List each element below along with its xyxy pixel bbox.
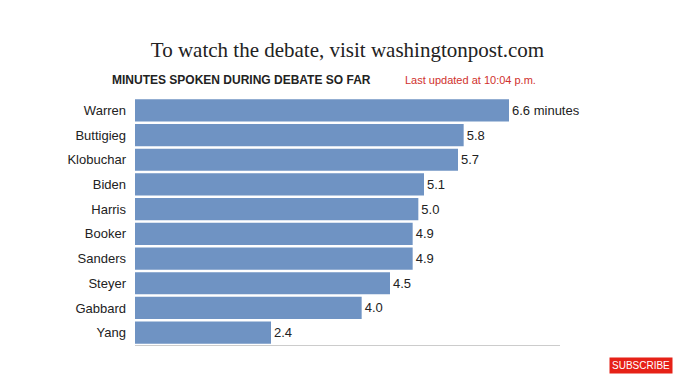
svg-text:SUBSCRIBE: SUBSCRIBE [612,360,670,371]
svg-text:Warren: Warren [84,103,126,118]
svg-text:Gabbard: Gabbard [75,301,126,316]
svg-text:4.9: 4.9 [416,251,434,266]
svg-text:5.7: 5.7 [461,152,479,167]
svg-text:Sanders: Sanders [78,251,127,266]
svg-text:5.0: 5.0 [421,202,439,217]
svg-text:Biden: Biden [93,177,126,192]
svg-text:Steyer: Steyer [88,276,126,291]
svg-text:To watch the debate, visit was: To watch the debate, visit washingtonpos… [151,38,544,62]
svg-text:Harris: Harris [91,202,126,217]
svg-text:4.9: 4.9 [416,226,434,241]
svg-text:Yang: Yang [97,325,126,340]
svg-text:4.5: 4.5 [393,276,411,291]
svg-text:4.0: 4.0 [365,300,383,315]
svg-text:5.8: 5.8 [467,128,485,143]
svg-text:2.4: 2.4 [274,325,292,340]
svg-text:Last updated at 10:04 p.m.: Last updated at 10:04 p.m. [405,74,536,86]
svg-text:MINUTES SPOKEN DURING DEBATE S: MINUTES SPOKEN DURING DEBATE SO FAR [112,73,371,87]
svg-text:6.6 minutes: 6.6 minutes [512,103,580,118]
svg-text:Buttigieg: Buttigieg [75,128,126,143]
svg-text:Klobuchar: Klobuchar [67,152,126,167]
svg-text:Booker: Booker [85,226,127,241]
svg-text:5.1: 5.1 [427,177,445,192]
